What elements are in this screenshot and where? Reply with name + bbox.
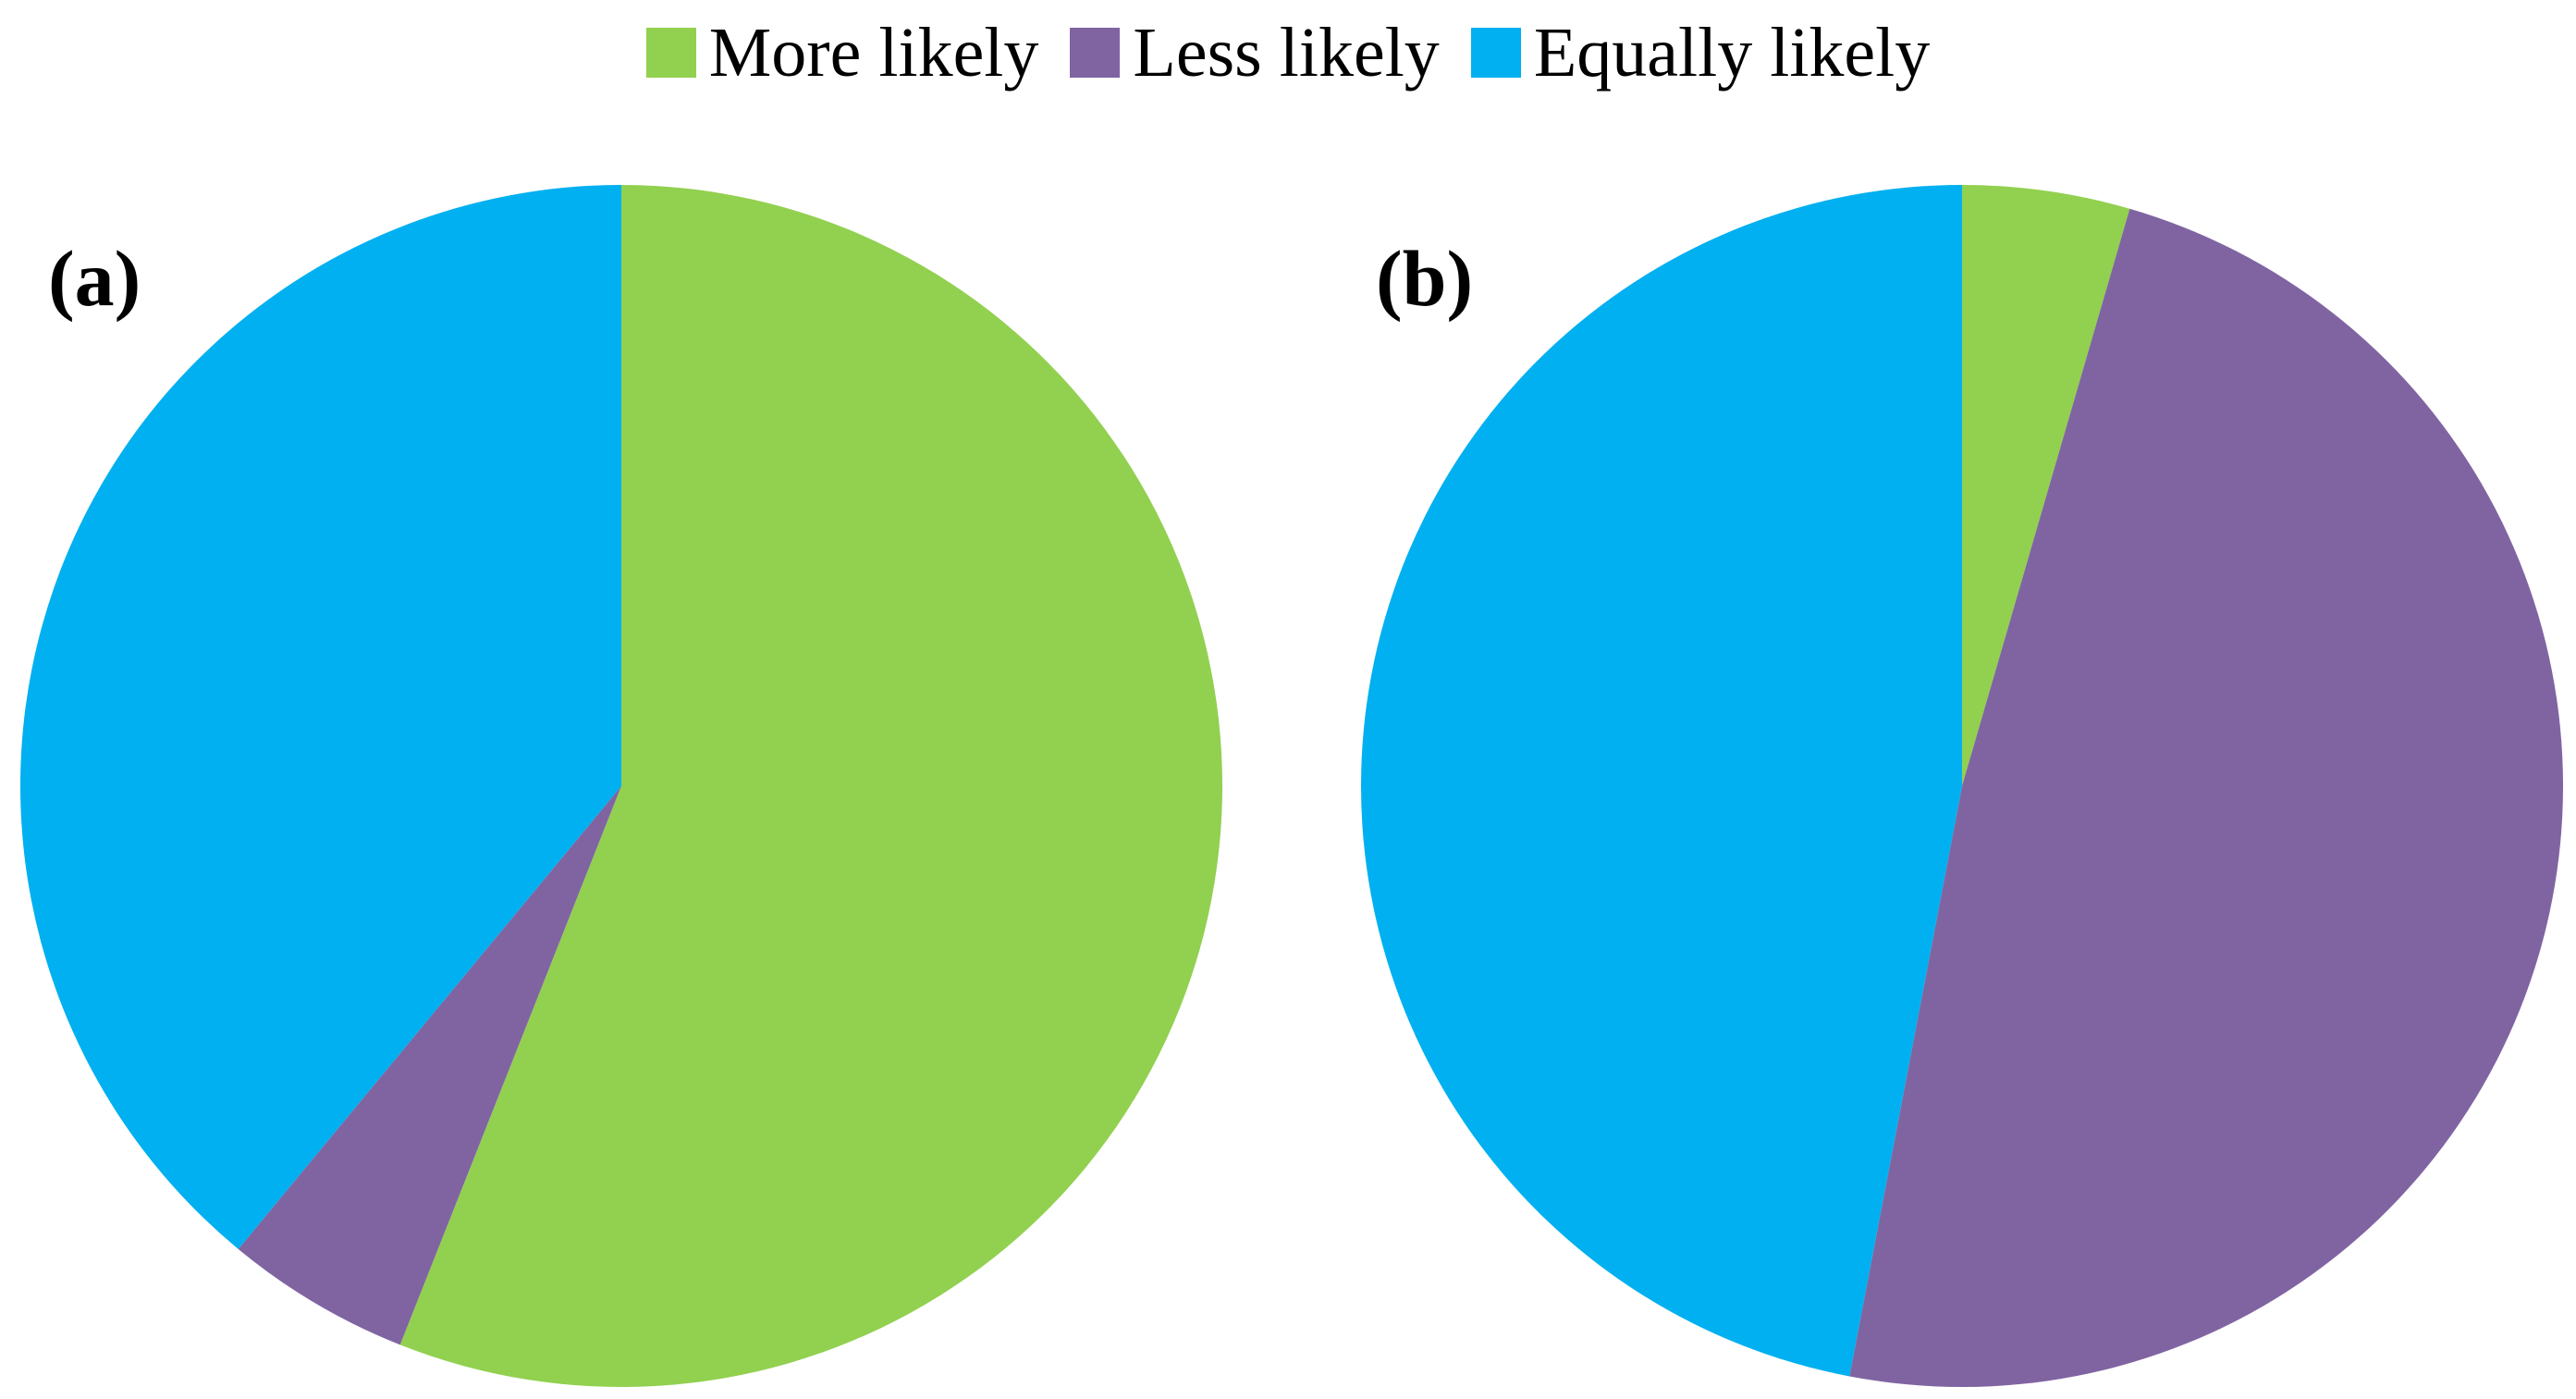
legend-swatch-less-likely xyxy=(1070,28,1121,78)
legend-item-equally-likely: Equally likely xyxy=(1470,13,1931,93)
legend-swatch-more-likely xyxy=(645,28,696,78)
legend-swatch-equally-likely xyxy=(1470,28,1521,78)
slice-b-less-likely xyxy=(1849,208,2563,1387)
panel-label-a: (a) xyxy=(48,234,141,323)
pie-a xyxy=(20,185,1222,1388)
panel-label-b: (b) xyxy=(1376,234,1473,323)
legend-item-more-likely: More likely xyxy=(645,13,1039,93)
slice-a-equally-likely xyxy=(20,185,622,1249)
legend-label-equally-likely: Equally likely xyxy=(1533,13,1931,92)
legend-label-less-likely: Less likely xyxy=(1133,13,1440,92)
slice-a-less-likely xyxy=(238,786,621,1345)
legend: More likely Less likely Equally likely xyxy=(0,11,2576,94)
slice-a-more-likely xyxy=(399,185,1222,1388)
legend-item-less-likely: Less likely xyxy=(1070,13,1440,93)
legend-label-more-likely: More likely xyxy=(708,13,1039,92)
slice-b-equally-likely xyxy=(1361,185,1962,1377)
slice-b-more-likely xyxy=(1962,185,2130,786)
pie-b xyxy=(1361,185,2563,1387)
